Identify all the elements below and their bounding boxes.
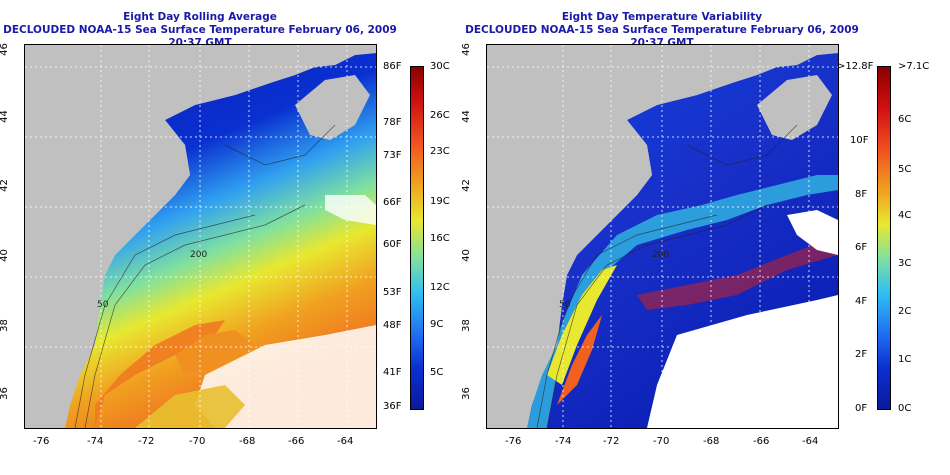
sst-colorbar: [410, 66, 424, 410]
y-tick: 40: [0, 249, 10, 262]
colorbar-f-label: 4F: [855, 296, 868, 307]
colorbar-f-label: 66F: [383, 197, 402, 208]
colorbar-f-label: 60F: [383, 239, 402, 250]
colorbar-f-label: 41F: [383, 367, 402, 378]
x-tick: -66: [753, 436, 770, 447]
colorbar-f-label: 8F: [855, 189, 868, 200]
colorbar-f-label: >12.8F: [837, 61, 874, 72]
x-tick: -70: [189, 436, 206, 447]
x-tick: -76: [505, 436, 522, 447]
x-tick: -64: [802, 436, 819, 447]
x-tick: -76: [33, 436, 50, 447]
sst-average-map: 200 50: [24, 44, 377, 429]
x-tick: -68: [239, 436, 256, 447]
x-tick: -72: [138, 436, 155, 447]
y-tick: 44: [460, 110, 472, 123]
y-tick: 38: [460, 319, 472, 332]
sst-variability-map: 200 50: [486, 44, 839, 429]
left-panel: Eight Day Rolling Average DECLOUDED NOAA…: [0, 0, 470, 475]
right-title-line1: Eight Day Temperature Variability: [561, 11, 763, 23]
colorbar-c-label: 2C: [898, 306, 912, 317]
colorbar-c-label: 1C: [898, 354, 912, 365]
contour-label-200: 200: [190, 250, 207, 260]
left-title-line1: Eight Day Rolling Average: [123, 11, 277, 23]
colorbar-c-label: 6C: [898, 114, 912, 125]
colorbar-c-label: 16C: [430, 233, 450, 244]
colorbar-f-label: 86F: [383, 61, 402, 72]
colorbar-c-label: 9C: [430, 319, 444, 330]
colorbar-c-label: 26C: [430, 110, 450, 121]
y-tick: 40: [460, 249, 472, 262]
y-tick: 36: [460, 387, 472, 400]
y-tick: 44: [0, 110, 10, 123]
colorbar-c-label: 30C: [430, 61, 450, 72]
colorbar-c-label: 5C: [898, 164, 912, 175]
contour-label-200: 200: [652, 250, 669, 260]
x-tick: -74: [87, 436, 104, 447]
contour-label-50: 50: [559, 300, 571, 310]
colorbar-f-label: 6F: [855, 242, 868, 253]
x-tick: -64: [337, 436, 354, 447]
x-tick: -70: [653, 436, 670, 447]
colorbar-c-label: 3C: [898, 258, 912, 269]
colorbar-f-label: 78F: [383, 117, 402, 128]
x-tick: -74: [555, 436, 572, 447]
y-tick: 38: [0, 319, 10, 332]
colorbar-f-label: 36F: [383, 401, 402, 412]
y-tick: 42: [460, 179, 472, 192]
colorbar-f-label: 10F: [850, 135, 869, 146]
colorbar-f-label: 2F: [855, 349, 868, 360]
y-tick: 46: [0, 43, 10, 56]
colorbar-c-label: 23C: [430, 146, 450, 157]
x-tick: -68: [703, 436, 720, 447]
colorbar-f-label: 0F: [855, 403, 868, 414]
colorbar-c-label: 0C: [898, 403, 912, 414]
x-tick: -72: [603, 436, 620, 447]
colorbar-f-label: 53F: [383, 287, 402, 298]
y-tick: 36: [0, 387, 10, 400]
colorbar-c-label: 5C: [430, 367, 444, 378]
colorbar-f-label: 48F: [383, 320, 402, 331]
y-tick: 46: [460, 43, 472, 56]
contour-label-50: 50: [97, 300, 109, 310]
variability-colorbar: [877, 66, 891, 410]
colorbar-c-label: 4C: [898, 210, 912, 221]
y-tick: 42: [0, 179, 10, 192]
colorbar-c-label: 19C: [430, 196, 450, 207]
right-panel: Eight Day Temperature Variability DECLOU…: [460, 0, 950, 475]
colorbar-c-label: >7.1C: [898, 61, 930, 72]
colorbar-c-label: 12C: [430, 282, 450, 293]
colorbar-f-label: 73F: [383, 150, 402, 161]
x-tick: -66: [288, 436, 305, 447]
